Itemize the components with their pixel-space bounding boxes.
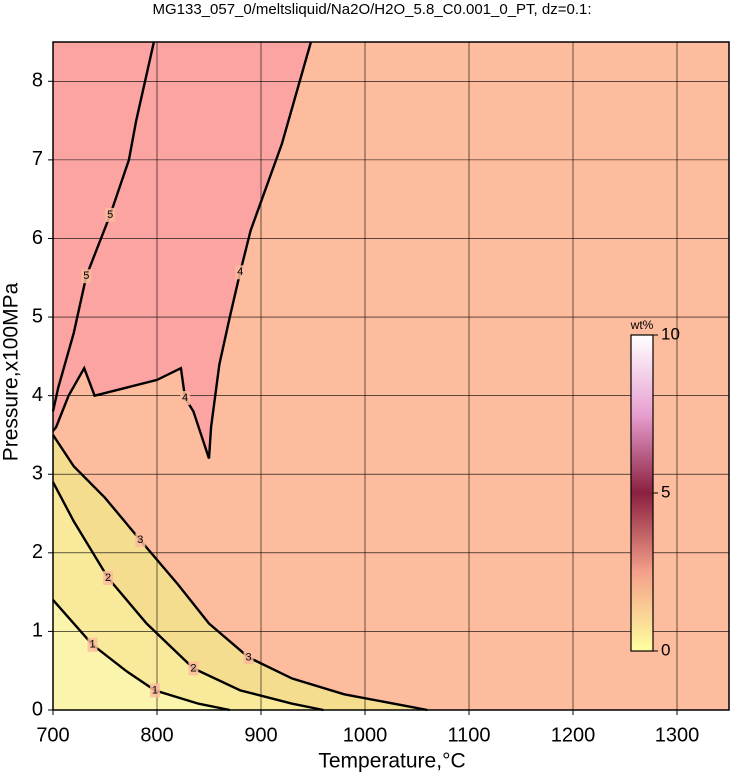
x-tick-label: 700 xyxy=(36,724,69,746)
contour-label: 5 xyxy=(107,209,113,221)
contour-label-bg xyxy=(103,570,114,585)
contour-label-bg xyxy=(180,391,191,406)
y-tick-label: 6 xyxy=(32,227,43,249)
contour-label-bg xyxy=(81,269,92,284)
contour-label: 3 xyxy=(245,651,251,663)
plot-frame xyxy=(52,41,730,711)
colorbar-label: wt% xyxy=(630,318,654,332)
contour-label: 4 xyxy=(237,266,243,278)
contour-label: 2 xyxy=(105,572,111,584)
x-tick-label: 1200 xyxy=(551,724,596,746)
y-tick-label: 3 xyxy=(32,463,43,485)
x-tick-label: 1000 xyxy=(343,724,388,746)
y-tick-label: 0 xyxy=(32,698,43,720)
contour-label: 1 xyxy=(152,684,158,696)
contour-line xyxy=(52,599,231,712)
contour-fill xyxy=(53,482,324,710)
contour-label: 4 xyxy=(182,392,188,404)
colorbar-tick-label: 5 xyxy=(661,482,670,501)
contour-label-bg xyxy=(105,207,116,222)
contour-label-bg xyxy=(243,650,254,665)
contour-label: 3 xyxy=(137,534,143,546)
contour-label-bg xyxy=(135,533,146,548)
y-tick-label: 7 xyxy=(32,148,43,170)
x-axis-label: Temperature,°C xyxy=(318,750,465,773)
y-tick-label: 2 xyxy=(32,541,43,563)
x-tick-label: 800 xyxy=(140,724,173,746)
x-tick-label: 1300 xyxy=(655,724,700,746)
y-tick-label: 8 xyxy=(32,70,43,92)
y-axis-label: Pressure,x100MPa xyxy=(0,282,23,461)
contour-label: 2 xyxy=(190,662,196,674)
contour-line xyxy=(51,481,324,712)
colorbar xyxy=(630,334,654,652)
x-tick-label: 1100 xyxy=(447,724,490,746)
contour-line xyxy=(51,434,428,712)
contour-label-bg xyxy=(188,661,199,676)
contour-label-bg xyxy=(235,265,246,280)
contour-fill xyxy=(53,599,230,710)
y-tick-label: 1 xyxy=(32,620,43,642)
contour-label-bg xyxy=(87,637,98,652)
chart-title: MG133_057_0/meltsliquid/Na2O/H2O_5.8_C0.… xyxy=(152,1,591,18)
contour-label: 5 xyxy=(83,270,89,282)
contour-label: 1 xyxy=(89,639,95,651)
y-tick-label: 5 xyxy=(32,305,43,327)
y-tick-label: 4 xyxy=(32,384,43,406)
x-tick-label: 900 xyxy=(244,724,277,746)
contour-label-bg xyxy=(149,683,160,698)
contour-line xyxy=(51,41,156,412)
colorbar-tick-label: 10 xyxy=(661,324,680,343)
colorbar-tick-label: 0 xyxy=(661,640,670,659)
contour-fill xyxy=(53,42,311,459)
